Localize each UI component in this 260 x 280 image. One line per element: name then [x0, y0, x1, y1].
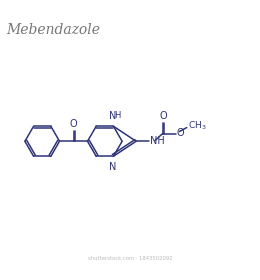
- Text: O: O: [70, 119, 77, 129]
- Text: H: H: [114, 111, 120, 120]
- Text: N: N: [108, 162, 116, 172]
- Text: NH: NH: [150, 136, 165, 146]
- Text: O: O: [177, 128, 184, 138]
- Text: Mebendazole: Mebendazole: [6, 23, 101, 37]
- Text: O: O: [160, 111, 167, 121]
- Text: N: N: [108, 111, 116, 121]
- Text: CH$_3$: CH$_3$: [188, 119, 207, 132]
- Text: shutterstock.com · 1843502092: shutterstock.com · 1843502092: [88, 256, 172, 261]
